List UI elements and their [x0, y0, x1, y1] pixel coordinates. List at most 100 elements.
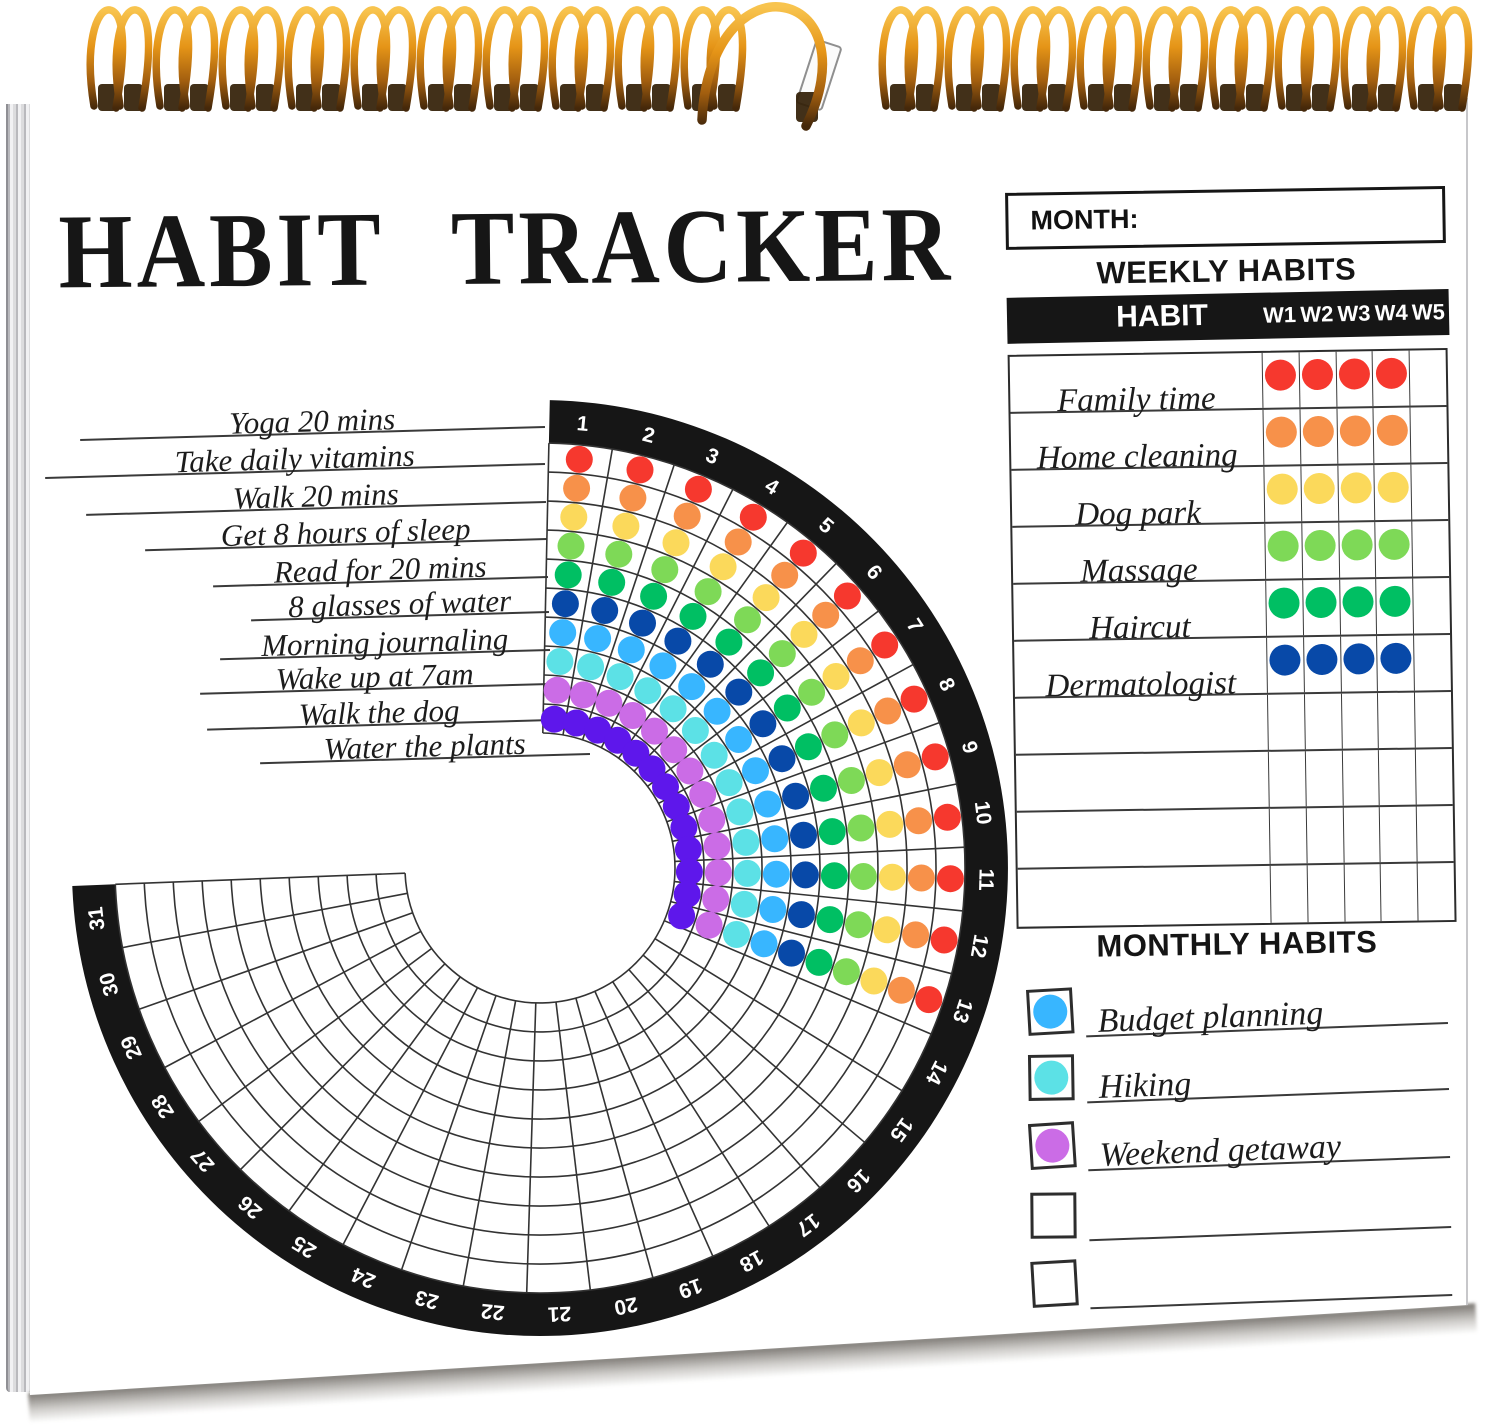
habit-dot — [1302, 415, 1335, 448]
weekly-week-cell — [1266, 694, 1305, 750]
weekly-week-cell — [1342, 807, 1381, 863]
chart-habit-dots — [540, 445, 964, 1014]
monthly-habit-item — [1030, 1174, 1452, 1251]
week-column-headers: W1 W2 W3 W4 W5 — [1261, 299, 1447, 329]
month-label: MONTH: — [1030, 203, 1139, 236]
weekly-week-cell — [1415, 748, 1453, 805]
page-stack-edge — [6, 104, 34, 1392]
habit-dot — [1267, 530, 1300, 562]
monthly-checkbox — [1030, 1192, 1077, 1239]
habit-dot — [1265, 359, 1297, 391]
weekly-week-cell — [1374, 521, 1413, 578]
habit-dot — [1341, 529, 1373, 561]
weekly-habits-heading: WEEKLY HABITS — [1096, 251, 1357, 291]
chart-grid — [114, 442, 966, 1294]
binding-coil — [416, 6, 483, 112]
binding-coil — [1208, 6, 1275, 112]
weekly-week-cell — [1301, 522, 1339, 579]
weekly-week-cell — [1409, 407, 1448, 463]
monthly-writing-line — [1090, 1294, 1453, 1310]
week-column-header: W3 — [1337, 300, 1371, 327]
habit-dot — [1034, 1060, 1069, 1095]
habit-dot — [1268, 587, 1301, 619]
binding-coil — [548, 6, 615, 112]
weekly-habit-label-cell — [1018, 866, 1271, 927]
radial-habit-chart: 1 2 3 4 5 6 7 8 9 10 11 12 13 14 15 16 17 18 19 20 21 22 23 24 2… — [55, 383, 1045, 1368]
weekly-habit-label-cell: Family time — [1010, 353, 1263, 419]
month-field: MONTH: — [1005, 186, 1446, 250]
right-panel: MONTH: WEEKLY HABITS HABIT W1 W2 W3 W4 W5 Fa… — [1005, 186, 1463, 1373]
weekly-table-row — [1018, 862, 1455, 927]
weekly-habits-table: Family time Home cleaning Dog park Massage H… — [1007, 347, 1457, 929]
weekly-habit-label-cell: Home cleaning — [1011, 410, 1264, 476]
svg-text:21: 21 — [547, 1302, 572, 1326]
spiral-binding — [0, 0, 1500, 135]
weekly-habit-label-cell — [1016, 752, 1269, 811]
binding-coil — [1010, 6, 1077, 112]
monthly-habits-heading: MONTHLY HABITS — [1096, 924, 1378, 964]
svg-text:1: 1 — [576, 412, 590, 436]
binding-coil — [1406, 6, 1473, 112]
habit-dot — [1338, 358, 1371, 390]
monthly-checkbox — [1027, 1121, 1077, 1171]
weekly-week-cell — [1411, 520, 1450, 577]
monthly-habit-label: Hiking — [1098, 1065, 1192, 1106]
weekly-table-row — [1015, 748, 1453, 813]
habit-dot — [1376, 414, 1408, 447]
monthly-habit-label: Weekend getaway — [1099, 1128, 1342, 1174]
habit-dot — [1265, 416, 1298, 448]
habit-dot — [1379, 585, 1411, 618]
weekly-week-cell — [1380, 863, 1418, 922]
habit-dot — [1379, 642, 1412, 675]
habit-dot — [1306, 643, 1338, 676]
binding-coil — [1076, 6, 1143, 112]
habit-dot — [1266, 473, 1299, 505]
habit-dot — [1378, 528, 1410, 561]
weekly-week-cell — [1343, 864, 1381, 922]
monthly-habit-item: Budget planning — [1025, 970, 1448, 1047]
habit-dot — [1375, 357, 1407, 390]
weekly-week-cell — [1416, 862, 1455, 921]
weekly-habit-label-cell: Dermatologist — [1014, 638, 1267, 704]
binding-coil — [86, 6, 153, 112]
habit-dot — [1301, 358, 1334, 391]
week-column-header: W5 — [1411, 299, 1446, 325]
monthly-checkbox — [1027, 1054, 1075, 1101]
weekly-week-cell — [1379, 806, 1417, 863]
weekly-week-cell — [1261, 352, 1300, 408]
weekly-week-cell — [1371, 350, 1410, 407]
week-column-header: W4 — [1374, 299, 1408, 326]
weekly-week-cell — [1336, 465, 1375, 521]
monthly-checkbox — [1025, 987, 1075, 1036]
weekly-week-cell — [1265, 580, 1303, 636]
habit-dot — [1032, 993, 1069, 1030]
weekly-habit-label-cell: Massage — [1012, 524, 1265, 590]
weekly-week-cell — [1263, 466, 1302, 522]
binding-coil — [614, 6, 681, 112]
weekly-week-cell — [1300, 465, 1338, 522]
habit-column-header: HABIT — [1115, 298, 1209, 334]
hanging-hook — [697, 2, 842, 131]
habit-dot — [1034, 1127, 1071, 1164]
weekly-week-cell — [1268, 808, 1307, 864]
weekly-week-cell — [1373, 464, 1412, 521]
weekly-week-cell — [1413, 634, 1451, 691]
monthly-habit-item — [1030, 1242, 1453, 1319]
svg-text:10: 10 — [970, 800, 996, 826]
weekly-week-cell — [1262, 409, 1301, 465]
week-column-header: W1 — [1262, 302, 1297, 328]
notebook-page: HABIT TRACKER Yoga 20 mins Take daily vit… — [30, 98, 1468, 1395]
binding-coil — [482, 6, 549, 112]
weekly-week-cell — [1337, 522, 1376, 578]
habit-dot — [1377, 471, 1409, 504]
weekly-week-cell — [1266, 637, 1304, 693]
weekly-week-cell — [1299, 408, 1337, 465]
svg-text:22: 22 — [480, 1299, 506, 1324]
weekly-week-cell — [1375, 578, 1414, 635]
habit-dot — [1305, 586, 1337, 619]
monthly-habit-label: Budget planning — [1096, 994, 1324, 1040]
weekly-habit-label: Haircut — [1088, 609, 1191, 647]
weekly-week-cell — [1269, 865, 1308, 923]
weekly-week-cell — [1267, 751, 1306, 807]
weekly-week-cell — [1301, 579, 1340, 636]
